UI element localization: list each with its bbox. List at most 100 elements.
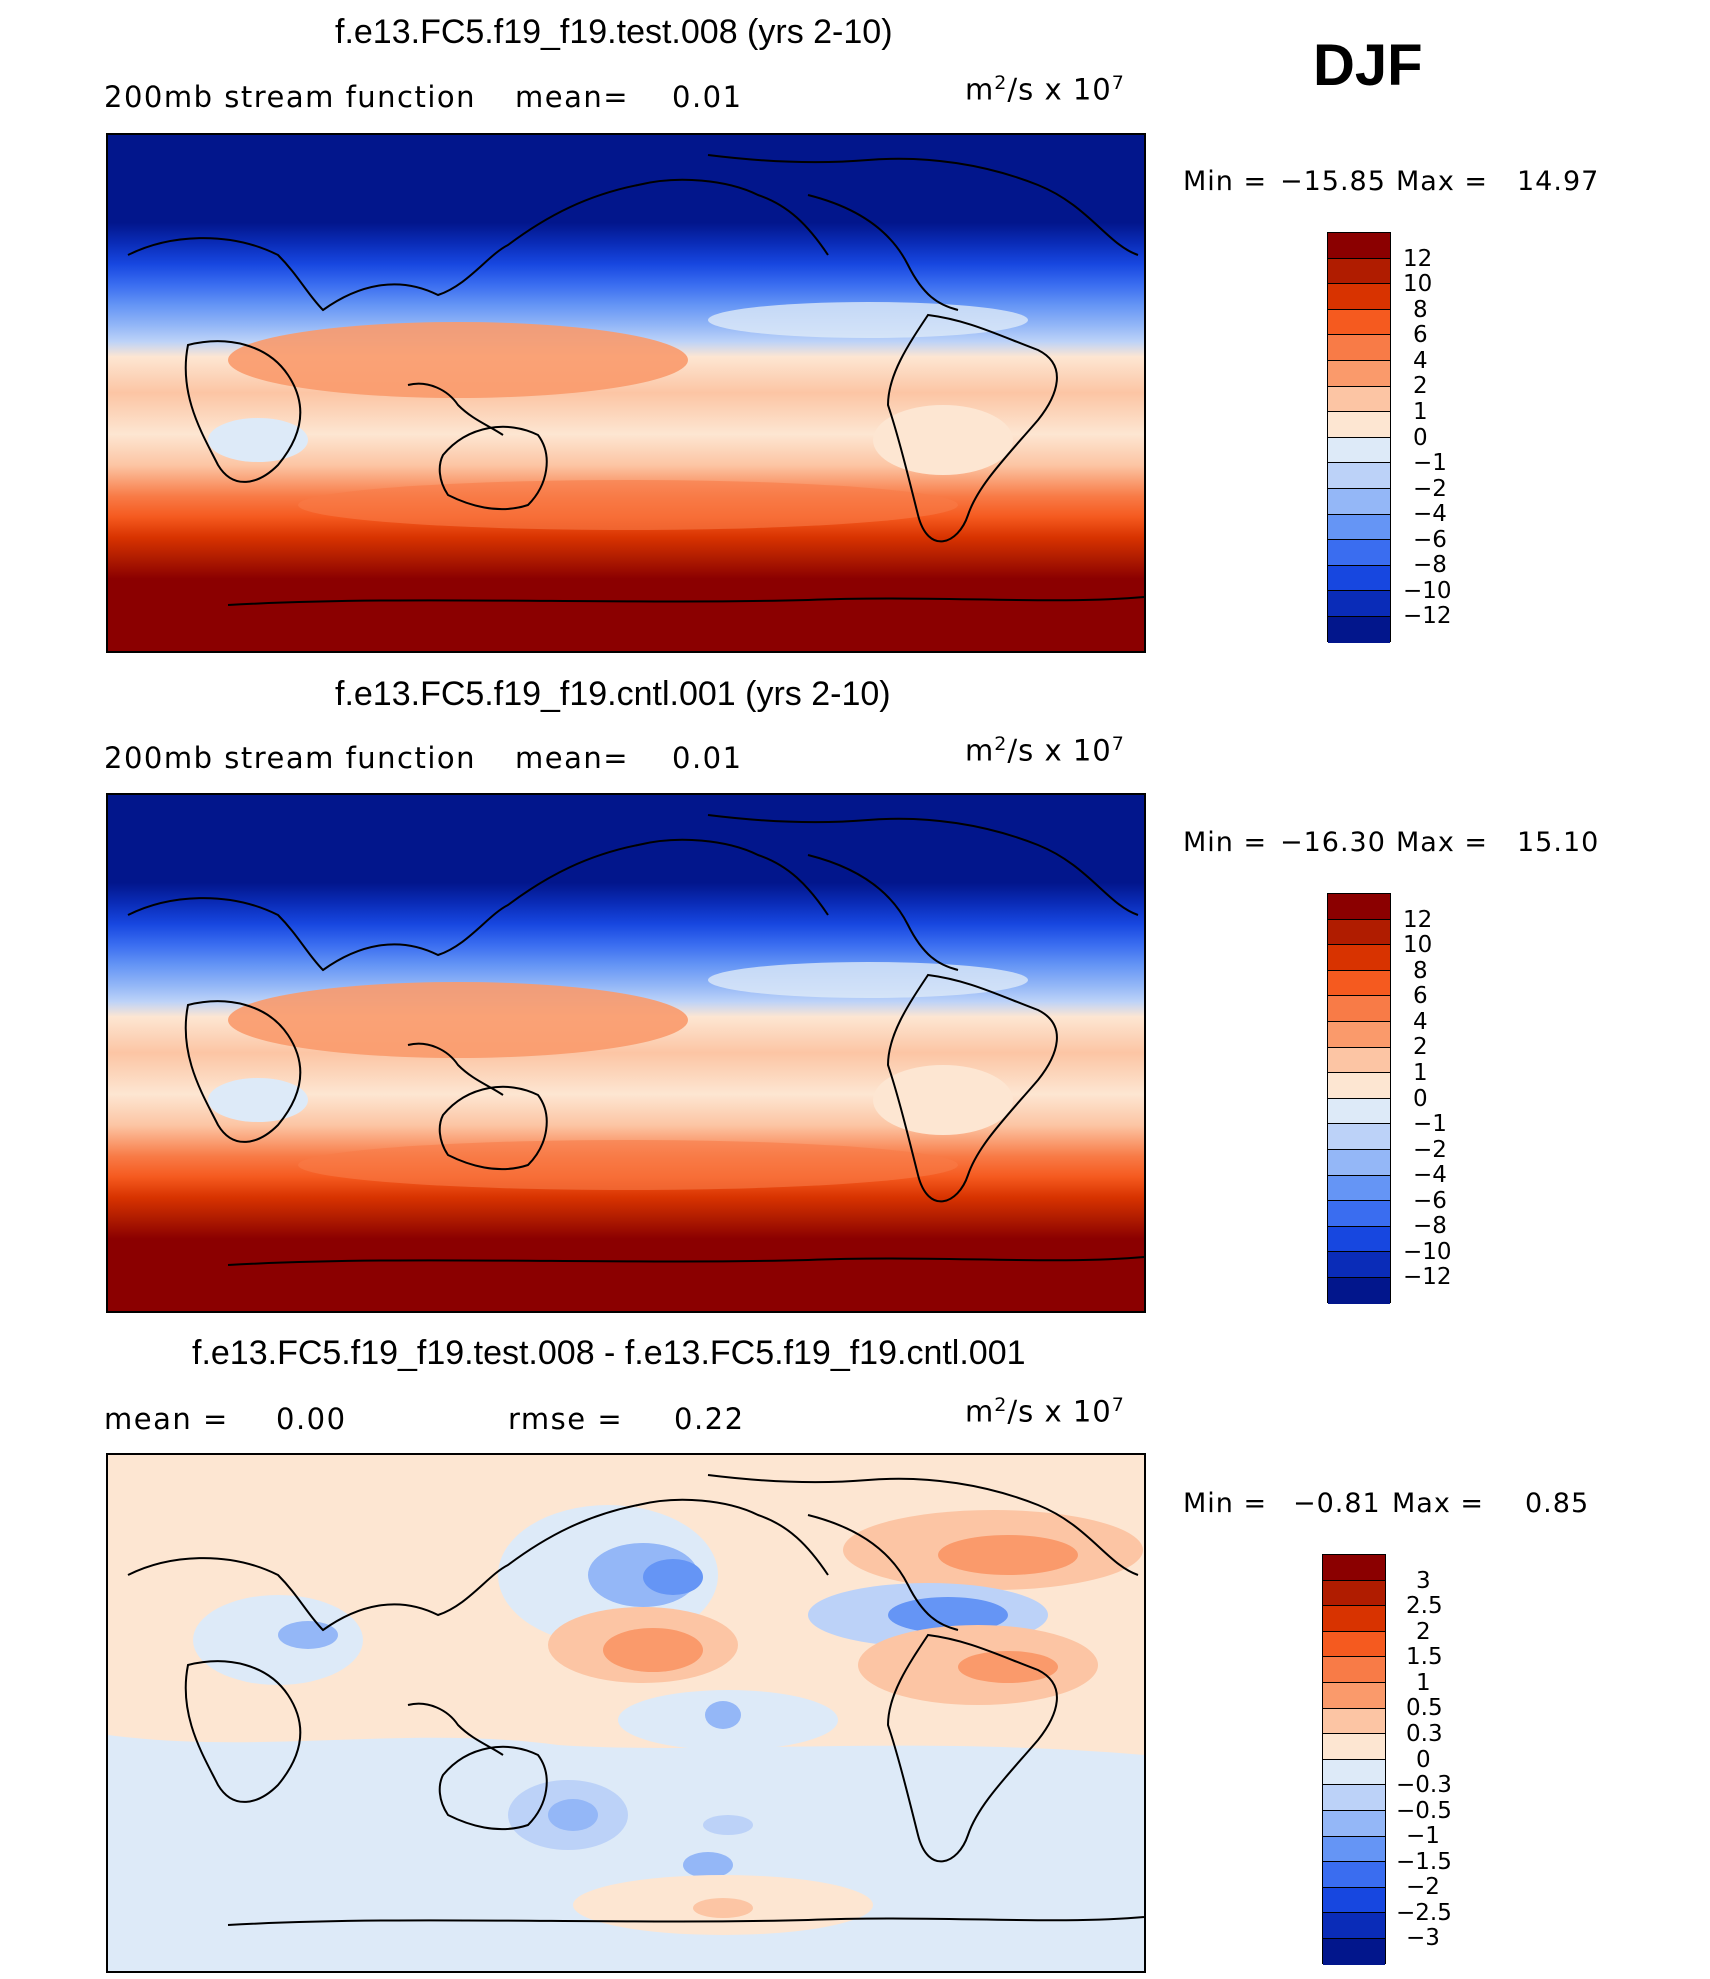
panel2-colorbar-swatch — [1328, 919, 1390, 946]
panel3-colorbar-swatch — [1323, 1555, 1385, 1581]
panel1-colorbar-swatch — [1328, 335, 1390, 361]
panel3-max-value: 0.85 — [1525, 1488, 1590, 1519]
panel2-colorbar-swatch — [1328, 1021, 1390, 1048]
panel2-colorbar-label: 10 — [1403, 932, 1433, 958]
panel3-colorbar-label: −1 — [1406, 1823, 1440, 1849]
panel1-colorbar-label: −6 — [1413, 527, 1447, 553]
panel1-colorbar-label: 12 — [1403, 246, 1433, 272]
panel3-mean-value: 0.00 — [276, 1402, 347, 1436]
panel3-colorbar-label: 0.5 — [1406, 1695, 1443, 1721]
panel2-colorbar-swatch — [1328, 894, 1390, 920]
panel3-colorbar-swatch — [1323, 1810, 1385, 1837]
panel2-colorbar-label: 4 — [1413, 1009, 1428, 1035]
panel1-colorbar — [1327, 232, 1391, 643]
panel1-colorbar-swatch — [1328, 309, 1390, 336]
panel1-units: m2/s x 107 — [965, 72, 1125, 107]
panel1-colorbar-swatch — [1328, 412, 1390, 438]
panel2-colorbar-swatch — [1328, 1175, 1390, 1202]
panel2-colorbar-label: 0 — [1413, 1086, 1428, 1112]
panel2-units: m2/s x 107 — [965, 733, 1125, 768]
panel2-colorbar-label: −10 — [1403, 1239, 1452, 1265]
panel2-colorbar-label: −8 — [1413, 1213, 1447, 1239]
panel3-colorbar-swatch — [1323, 1836, 1385, 1863]
panel3-min-label: Min = — [1183, 1488, 1268, 1519]
panel1-mean-label: mean= — [515, 80, 630, 114]
panel2-colorbar — [1327, 893, 1391, 1304]
panel2-colorbar-label: −6 — [1413, 1188, 1447, 1214]
panel2-colorbar-swatch — [1328, 1047, 1390, 1074]
panel3-colorbar-label: 2 — [1416, 1619, 1431, 1645]
panel3-colorbar-label: −2 — [1406, 1874, 1440, 1900]
panel2-colorbar-swatch — [1328, 1252, 1390, 1278]
panel3-colorbar-label: 3 — [1416, 1568, 1431, 1594]
panel2-colorbar-swatch — [1328, 1098, 1390, 1125]
panel3-colorbar-label: −3 — [1406, 1925, 1440, 1951]
panel2-mean-label: mean= — [515, 741, 630, 775]
panel3-colorbar-swatch — [1323, 1785, 1385, 1811]
panel1-colorbar-swatch — [1328, 437, 1390, 464]
panel2-colorbar-swatch — [1328, 970, 1390, 997]
panel3-colorbar-swatch — [1323, 1657, 1385, 1683]
panel2-colorbar-swatch — [1328, 1073, 1390, 1099]
panel1-colorbar-label: −12 — [1403, 603, 1452, 629]
panel3-colorbar-swatch — [1323, 1862, 1385, 1888]
panel1-colorbar-swatch — [1328, 284, 1390, 310]
panel2-min-value: −16.30 — [1280, 827, 1386, 858]
panel1-colorbar-label: 6 — [1413, 322, 1428, 348]
panel2-variable-label: 200mb stream function — [104, 741, 477, 775]
panel2-colorbar-label: 2 — [1413, 1034, 1428, 1060]
panel1-min-value: −15.85 — [1280, 166, 1386, 197]
panel1-colorbar-label: 8 — [1413, 297, 1428, 323]
panel2-colorbar-label: 6 — [1413, 983, 1428, 1009]
panel2-colorbar-swatch — [1328, 1149, 1390, 1176]
panel1-colorbar-label: −10 — [1403, 578, 1452, 604]
panel1-colorbar-label: −8 — [1413, 552, 1447, 578]
panel1-colorbar-label: −1 — [1413, 450, 1447, 476]
panel3-colorbar-label: 1.5 — [1406, 1644, 1443, 1670]
panel3-colorbar-label: 0 — [1416, 1747, 1431, 1773]
panel3-colorbar-label: −1.5 — [1396, 1849, 1452, 1875]
panel3-units: m2/s x 107 — [965, 1394, 1125, 1429]
panel1-variable-label: 200mb stream function — [104, 80, 477, 114]
panel1-colorbar-swatch — [1328, 616, 1390, 643]
panel2-colorbar-label: −2 — [1413, 1137, 1447, 1163]
panel2-colorbar-label: 12 — [1403, 907, 1433, 933]
panel1-colorbar-swatch — [1328, 258, 1390, 285]
panel3-min-value: −0.81 — [1293, 1488, 1381, 1519]
panel3-colorbar-swatch — [1323, 1887, 1385, 1914]
panel3-colorbar-swatch — [1323, 1708, 1385, 1735]
panel2-colorbar-label: 1 — [1413, 1060, 1428, 1086]
panel3-colorbar-swatch — [1323, 1606, 1385, 1632]
panel1-title: f.e13.FC5.f19_f19.test.008 (yrs 2-10) — [335, 13, 893, 51]
panel1-colorbar-swatch — [1328, 360, 1390, 387]
panel2-title: f.e13.FC5.f19_f19.cntl.001 (yrs 2-10) — [335, 675, 891, 713]
season-label: DJF — [1313, 33, 1423, 98]
panel3-colorbar-swatch — [1323, 1759, 1385, 1786]
panel3-colorbar-swatch — [1323, 1734, 1385, 1760]
panel2-colorbar-swatch — [1328, 1277, 1390, 1304]
panel2-colorbar-swatch — [1328, 1226, 1390, 1253]
panel1-colorbar-swatch — [1328, 540, 1390, 566]
panel2-max-value: 15.10 — [1517, 827, 1600, 858]
panel3-colorbar-label: −0.3 — [1396, 1772, 1452, 1798]
panel2-colorbar-swatch — [1328, 1124, 1390, 1150]
panel1-max-value: 14.97 — [1517, 166, 1600, 197]
panel1-colorbar-label: −2 — [1413, 476, 1447, 502]
panel3-colorbar-swatch — [1323, 1913, 1385, 1939]
panel3-colorbar-swatch — [1323, 1682, 1385, 1709]
panel2-colorbar-label: −12 — [1403, 1264, 1452, 1290]
panel1-colorbar-swatch — [1328, 591, 1390, 617]
panel3-map — [106, 1453, 1146, 1973]
panel2-map — [106, 793, 1146, 1313]
panel2-max-label: Max = — [1396, 827, 1489, 858]
panel1-mean-value: 0.01 — [672, 80, 743, 114]
panel1-colorbar-swatch — [1328, 565, 1390, 592]
panel1-max-label: Max = — [1396, 166, 1489, 197]
panel1-colorbar-label: 0 — [1413, 425, 1428, 451]
panel2-colorbar-label: −4 — [1413, 1162, 1447, 1188]
panel3-colorbar-swatch — [1323, 1938, 1385, 1965]
panel1-min-label: Min = — [1183, 166, 1268, 197]
panel3-rmse-label: rmse = — [508, 1402, 624, 1436]
panel1-colorbar-swatch — [1328, 463, 1390, 489]
panel2-colorbar-swatch — [1328, 996, 1390, 1022]
